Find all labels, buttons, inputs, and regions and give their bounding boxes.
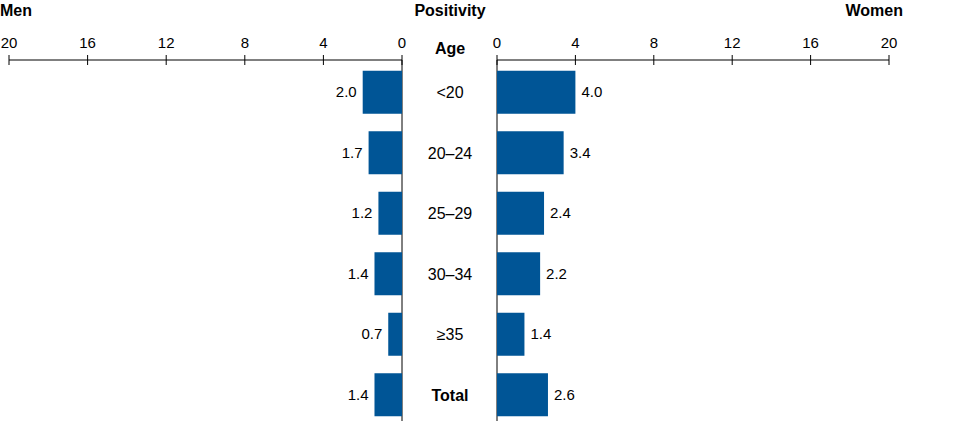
bars — [497, 71, 575, 417]
data-label: 4.0 — [581, 83, 602, 100]
data-label: 2.2 — [546, 265, 567, 282]
bar — [378, 192, 402, 235]
tick — [166, 55, 167, 65]
data-label: 2.6 — [554, 386, 575, 403]
tick — [323, 55, 324, 65]
tick-label: 0 — [493, 34, 501, 51]
tick — [244, 55, 245, 65]
tick — [402, 55, 403, 65]
tick-label: 20 — [1, 34, 18, 51]
baseline-axis — [497, 60, 498, 421]
tick — [575, 55, 576, 65]
tick-label: 12 — [158, 34, 175, 51]
tick-label: 16 — [802, 34, 819, 51]
title: Positivity — [414, 2, 485, 19]
bar — [497, 252, 540, 295]
baseline-axis — [402, 60, 403, 421]
tick — [653, 55, 654, 65]
tick — [810, 55, 811, 65]
tick-label: 16 — [79, 34, 96, 51]
tick-label: 0 — [398, 34, 406, 51]
bar — [497, 192, 544, 235]
data-label: 2.0 — [336, 83, 357, 100]
category-axis-label: Age — [435, 40, 465, 57]
bar — [497, 71, 575, 114]
tick — [732, 55, 733, 65]
data-label: 2.4 — [550, 204, 571, 221]
bar — [497, 131, 564, 174]
series-name: Men — [0, 2, 32, 19]
chart: Positivity Age Men 0 4 8 12 16 20 2.0 1.7 1.2 1.4 0.7… — [0, 0, 960, 422]
tick-label: 4 — [571, 34, 579, 51]
category-label: 30–34 — [428, 266, 473, 283]
bar — [388, 313, 402, 356]
value-axis-line — [9, 60, 402, 61]
tick — [497, 55, 498, 65]
data-label: 1.4 — [348, 386, 369, 403]
series-name: Women — [846, 2, 903, 19]
bar — [497, 313, 524, 356]
bar — [374, 373, 402, 416]
value-axis-line — [497, 60, 889, 61]
category-label: 20–24 — [428, 145, 473, 162]
data-label: 1.4 — [530, 325, 551, 342]
data-label: 1.7 — [342, 144, 363, 161]
tick — [9, 55, 10, 65]
bar — [374, 252, 402, 295]
tick — [889, 55, 890, 65]
tick-label: 20 — [881, 34, 898, 51]
category-label: Total — [431, 387, 468, 404]
bars — [363, 71, 402, 417]
data-label: 1.4 — [348, 265, 369, 282]
category-label: 25–29 — [428, 205, 473, 222]
data-label: 0.7 — [361, 325, 382, 342]
bar — [497, 373, 548, 416]
data-label: 1.2 — [352, 204, 373, 221]
tick — [87, 55, 88, 65]
category-label: ≥35 — [437, 326, 464, 343]
tick-label: 8 — [650, 34, 658, 51]
tick-label: 8 — [241, 34, 249, 51]
category-label: <20 — [436, 84, 463, 101]
tick-label: 4 — [319, 34, 327, 51]
data-label: 3.4 — [570, 144, 591, 161]
tick-label: 12 — [724, 34, 741, 51]
bar — [369, 131, 402, 174]
bar — [363, 71, 402, 114]
